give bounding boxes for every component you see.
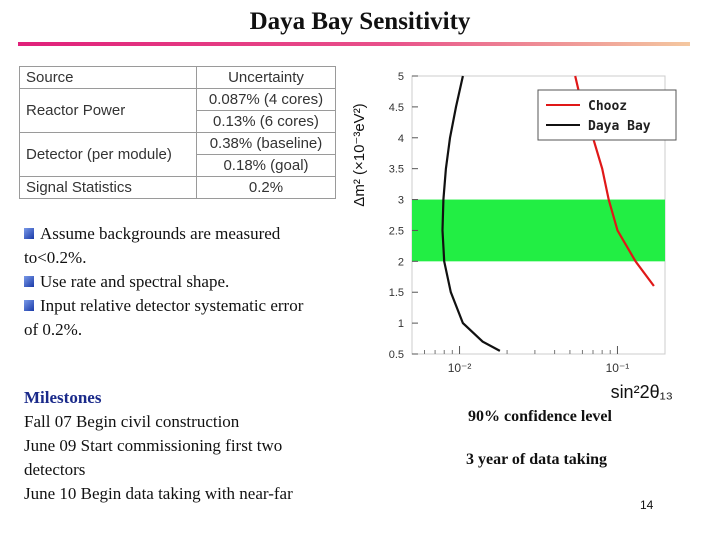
row-source: Detector (per module) [19,132,197,177]
square-bullet-icon [24,300,34,311]
series-line-daya-bay [441,75,501,352]
page-title: Daya Bay Sensitivity [249,8,471,35]
list-item: June 10 Begin data taking with near-far [24,484,293,503]
title-divider [18,42,690,46]
y-tick-label: 4 [398,133,404,145]
table-row: Reactor Power 0.087% (4 cores) [19,88,336,133]
row-value: 0.2% [196,176,336,199]
x-tick-label: 10⁻¹ [606,361,630,375]
row-value: 0.18% (goal) [196,154,336,177]
bullet-text: Input relative detector systematic error [40,296,304,315]
milestones-block: Milestones Fall 07 Begin civil construct… [24,386,364,506]
square-bullet-icon [24,228,34,239]
header-uncertainty: Uncertainty [196,66,336,89]
list-item: Use rate and spectral shape. [24,270,364,294]
y-tick-label: 5 [398,71,404,83]
x-axis-label: sin²2θ₁₃ [611,382,673,402]
bullet-text: Use rate and spectral shape. [40,272,230,291]
sensitivity-chart: 0.5 1 1.5 2 2.5 3 3.5 4 4.5 5 10⁻² 10⁻¹ Chooz Daya Ba… [351,71,677,402]
table-row: 0.13% (6 cores) [20,110,336,133]
bullet-text: Assume backgrounds are measured [40,224,281,243]
x-tick-label: 10⁻² [448,361,472,375]
square-bullet-icon [24,276,34,287]
page-number: 14 [640,498,654,512]
duration-note: 3 year of data taking [466,451,608,468]
row-value: 0.087% (4 cores) [196,88,336,111]
list-item: detectors [24,460,86,479]
legend-label: Daya Bay [588,119,651,134]
y-tick-label: 0.5 [389,349,404,361]
row-value: 0.13% (6 cores) [196,110,336,133]
legend-label: Chooz [588,99,627,114]
bullet-text-continued: of 0.2%. [24,320,83,339]
y-tick-label: 1 [398,318,404,330]
y-tick-label: 3.5 [389,164,404,176]
header-source: Source [19,66,197,89]
uncertainty-table: Source Uncertainty Reactor Power 0.087% … [19,66,336,199]
row-source: Signal Statistics [19,176,197,199]
y-tick-label: 4.5 [389,102,404,114]
confidence-note: 90% confidence level [468,408,612,425]
table-row: Signal Statistics 0.2% [19,176,336,199]
list-item: June 09 Start commissioning first two [24,436,283,455]
list-item: Fall 07 Begin civil construction [24,412,240,431]
assumption-list: Assume backgrounds are measured to<0.2%.… [24,222,364,342]
y-tick-label: 3 [398,195,404,207]
y-tick-label: 2.5 [389,225,404,237]
row-value: 0.38% (baseline) [196,132,336,155]
legend-box [537,89,677,141]
milestones-heading: Milestones [24,388,102,407]
list-item: Assume backgrounds are measured to<0.2%. [24,222,364,270]
y-tick-label: 2 [398,256,404,268]
y-axis-label: Δm² (×10⁻³eV²) [351,103,368,206]
bullet-text-continued: to<0.2%. [24,248,87,267]
sensitivity-band [412,199,665,262]
table-row: Detector (per module) 0.38% (baseline) [19,132,336,177]
row-source: Reactor Power [19,88,197,133]
table-header-row: Source Uncertainty [19,66,336,89]
y-tick-label: 1.5 [389,287,404,299]
list-item: Input relative detector systematic error… [24,294,364,342]
